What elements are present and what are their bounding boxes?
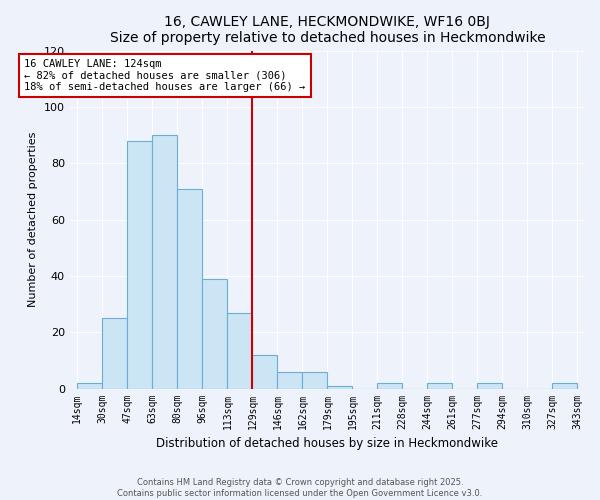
Bar [127, 140, 152, 388]
Bar [328, 386, 352, 388]
X-axis label: Distribution of detached houses by size in Heckmondwike: Distribution of detached houses by size … [157, 437, 499, 450]
Bar [152, 135, 178, 388]
Bar [253, 355, 277, 388]
Bar [77, 383, 103, 388]
Bar [553, 383, 577, 388]
Bar [277, 372, 302, 388]
Bar [377, 383, 403, 388]
Text: 16 CAWLEY LANE: 124sqm
← 82% of detached houses are smaller (306)
18% of semi-de: 16 CAWLEY LANE: 124sqm ← 82% of detached… [24, 59, 305, 92]
Bar [103, 318, 127, 388]
Y-axis label: Number of detached properties: Number of detached properties [28, 132, 38, 307]
Bar [302, 372, 328, 388]
Text: Contains HM Land Registry data © Crown copyright and database right 2025.
Contai: Contains HM Land Registry data © Crown c… [118, 478, 482, 498]
Bar [427, 383, 452, 388]
Title: 16, CAWLEY LANE, HECKMONDWIKE, WF16 0BJ
Size of property relative to detached ho: 16, CAWLEY LANE, HECKMONDWIKE, WF16 0BJ … [110, 15, 545, 45]
Bar [227, 312, 253, 388]
Bar [202, 278, 227, 388]
Bar [478, 383, 502, 388]
Bar [178, 188, 202, 388]
